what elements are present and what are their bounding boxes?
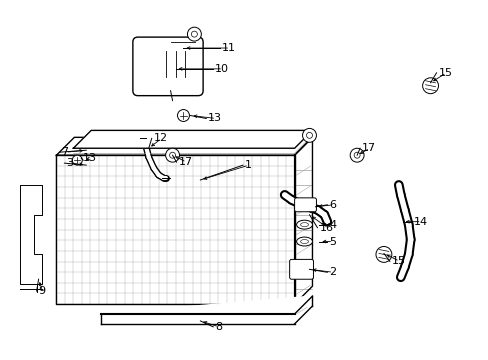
Text: 8: 8 [215, 322, 222, 332]
Ellipse shape [296, 237, 312, 246]
Text: 10: 10 [215, 64, 229, 74]
Polygon shape [73, 130, 312, 148]
Text: 14: 14 [413, 217, 427, 227]
FancyBboxPatch shape [133, 37, 203, 96]
Text: 17: 17 [178, 157, 192, 167]
Polygon shape [101, 296, 312, 324]
Circle shape [72, 155, 82, 165]
Circle shape [302, 129, 316, 142]
Ellipse shape [296, 220, 312, 229]
Text: 3: 3 [66, 158, 73, 168]
Text: 9: 9 [39, 286, 46, 296]
Circle shape [422, 78, 438, 94]
Circle shape [165, 148, 179, 162]
Polygon shape [20, 185, 41, 284]
Text: 5: 5 [328, 237, 336, 247]
Text: 1: 1 [244, 160, 251, 170]
Text: 12: 12 [153, 133, 167, 143]
Circle shape [306, 132, 312, 138]
Circle shape [187, 27, 201, 41]
Text: 11: 11 [222, 43, 236, 53]
Circle shape [349, 148, 364, 162]
FancyBboxPatch shape [294, 198, 316, 212]
Text: 13: 13 [83, 153, 97, 163]
Text: 17: 17 [361, 143, 375, 153]
Circle shape [169, 152, 175, 158]
Text: 4: 4 [328, 220, 336, 230]
Polygon shape [294, 137, 312, 304]
Text: 7: 7 [61, 147, 68, 157]
Polygon shape [56, 137, 312, 155]
Circle shape [177, 109, 189, 121]
Text: 16: 16 [319, 222, 333, 233]
Text: 15: 15 [391, 256, 405, 266]
Circle shape [353, 152, 359, 158]
FancyBboxPatch shape [289, 260, 313, 279]
Text: 13: 13 [208, 113, 222, 123]
Ellipse shape [300, 223, 308, 227]
Text: 6: 6 [328, 200, 336, 210]
Text: 15: 15 [438, 68, 451, 78]
Circle shape [375, 247, 391, 262]
Circle shape [191, 31, 197, 37]
Text: 2: 2 [328, 267, 336, 277]
Ellipse shape [300, 239, 308, 243]
